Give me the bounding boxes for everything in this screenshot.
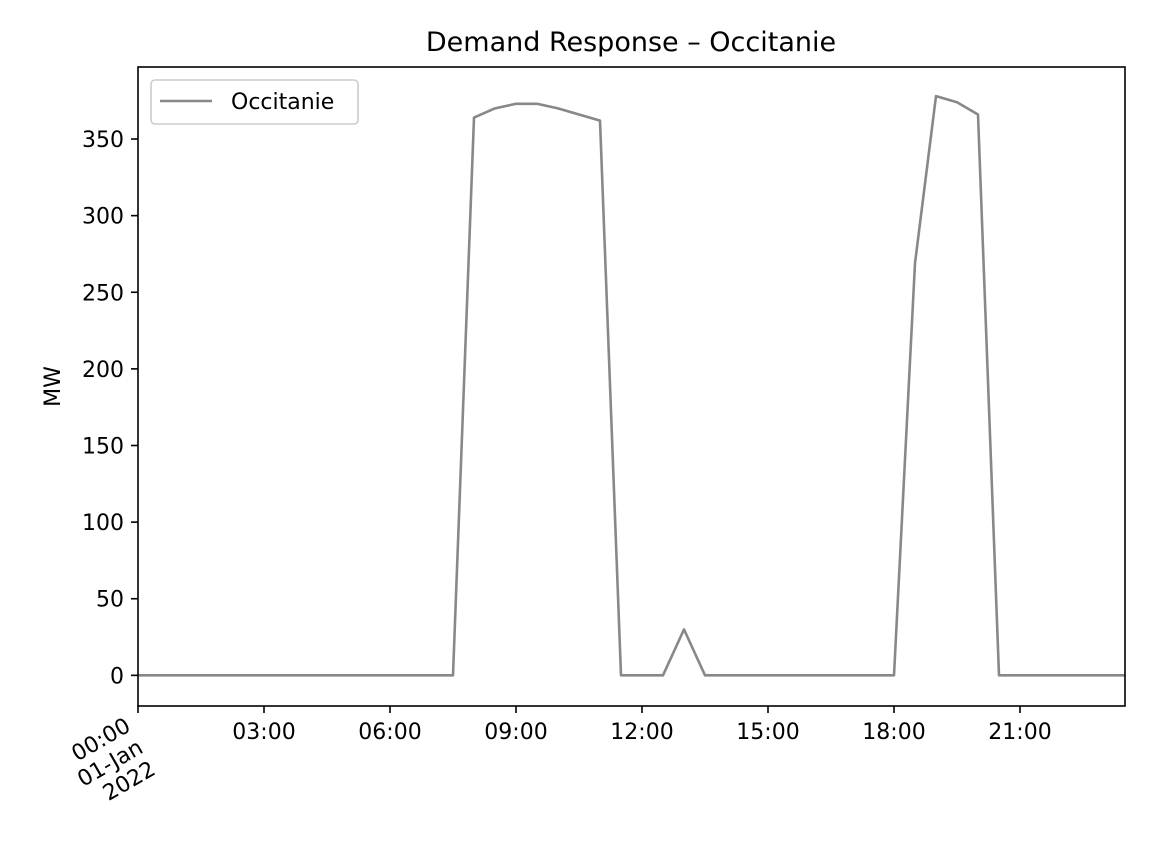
x-tick-label: 21:00 — [988, 720, 1051, 745]
y-tick-label: 0 — [110, 664, 124, 689]
x-tick-label: 18:00 — [862, 720, 925, 745]
y-tick-label: 250 — [82, 281, 124, 306]
x-tick-label: 15:00 — [736, 720, 799, 745]
axis-ticks: 0 50 100 150 200 250 300 350 00:0001-Jan2022 03:0… — [61, 128, 1052, 814]
y-tick-label: 200 — [82, 358, 124, 383]
plot-area — [138, 94, 1125, 677]
y-tick-label: 350 — [82, 128, 124, 153]
plot-frame — [137, 66, 1126, 707]
legend: Occitanie — [150, 79, 359, 125]
y-tick-label: 50 — [96, 588, 124, 613]
x-tick-label: 00:0001-Jan2022 — [61, 714, 160, 814]
series-line-occitanie — [138, 94, 1125, 677]
legend-box — [150, 79, 359, 125]
y-tick-label: 300 — [82, 205, 124, 230]
x-tick-label: 03:00 — [232, 720, 295, 745]
svg-text:00:0001-Jan2022: 00:0001-Jan2022 — [61, 714, 160, 814]
y-tick-label: 100 — [82, 511, 124, 536]
y-axis-label: MW — [41, 366, 66, 407]
chart-title: Demand Response – Occitanie — [426, 27, 836, 58]
x-tick-label: 06:00 — [358, 720, 421, 745]
x-tick-label: 12:00 — [610, 720, 673, 745]
y-tick-label: 150 — [82, 434, 124, 459]
x-tick-label: 09:00 — [484, 720, 547, 745]
legend-label: Occitanie — [231, 90, 334, 115]
